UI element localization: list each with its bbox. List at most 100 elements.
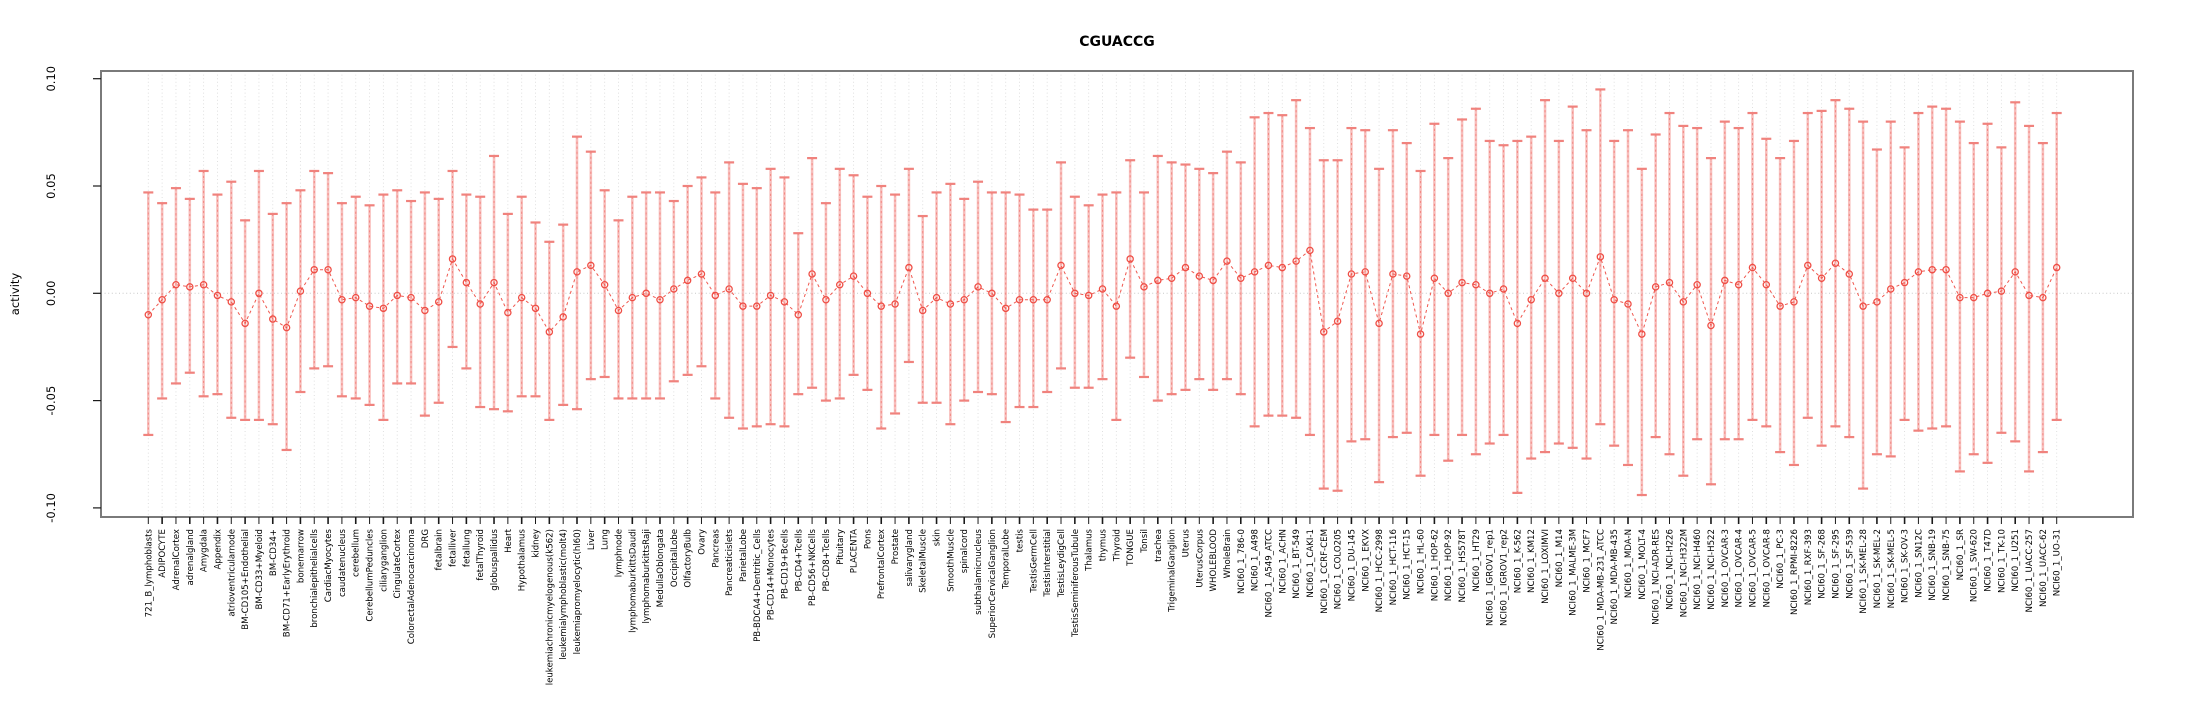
x-tick-label: lymphnode [614,529,624,577]
x-tick-label: TestisGermCell [1029,529,1039,594]
data-point [1195,272,1204,280]
data-point [1181,263,1190,272]
data-point [545,328,554,336]
data-point [1237,274,1245,283]
x-tick-label: SuperiorCervicalGanglion [988,529,998,638]
data-point [1472,280,1480,289]
x-tick-label: NCI60_1_DU-145 [1347,529,1357,601]
data-point [587,261,595,270]
x-tick-label: BM-CD71+EarlyErythroid [283,529,293,637]
data-point [1942,265,1950,274]
x-tick-label: NCI60_1_SW-620 [1970,529,1980,602]
x-tick-label: NCI60_1_OVCAR-3 [1721,529,1731,608]
data-point [1057,261,1065,270]
x-tick-label: NCI60_1_LOXIMVI [1541,529,1551,604]
data-point [1914,268,1923,276]
data-point [822,295,830,304]
x-tick-label: Thalamus [1085,528,1095,571]
x-tick-label: PB-CD8+Tcells [822,528,832,591]
data-point [1154,276,1162,285]
data-point [1969,293,1978,302]
data-point [1389,270,1397,278]
x-tick-label: lymphomaburkittsRaji [642,529,652,623]
x-tick-label: PrefrontalCortex [877,529,887,599]
data-point [670,285,678,293]
x-tick-label: NCI60_1_SNB-75 [1942,529,1952,601]
x-tick-label: PB-CD19+Bcells [780,528,790,599]
data-point [1734,280,1743,289]
data-point [780,298,789,306]
x-tick-label: NCI60_1_SF-295 [1831,529,1841,599]
plot-box [100,70,2134,518]
x-tick-label: ciliaryganglion [379,529,389,592]
data-point [1651,283,1660,291]
data-point [1776,302,1784,310]
x-tick-label: NCI60_1_COLO205 [1334,529,1344,609]
x-tick-label: NCI60_1_K-562 [1513,529,1523,593]
data-point [1071,289,1079,298]
x-tick-label: NCI60_1_HCT-15 [1403,529,1413,600]
data-point [1956,293,1964,302]
data-point [1320,328,1328,336]
data-point [1997,287,2006,295]
x-tick-label: fetalThyroid [476,529,486,581]
x-tick-label: Pancreaticislets [725,528,735,596]
x-tick-label: NCI60_1_U251 [2011,529,2021,592]
data-point [338,295,346,304]
x-tick-label: NCI60_1_PC-3 [1776,529,1786,589]
data-point [573,268,581,276]
data-point [1015,295,1024,304]
x-tick-label: NCI60_1_T47D [1984,529,1994,592]
x-tick-label: NCI60_1_OVCAR-8 [1762,529,1772,608]
x-tick-label: NCI60_1_SK-MEL-28 [1859,529,1869,614]
x-tick-label: NCI60_1_NCI-H522 [1707,529,1717,610]
x-tick-label: salivarygland [905,529,915,587]
x-tick-label: caudatenucleus [338,528,348,597]
data-point [683,276,692,285]
x-tick-label: fetalliver [449,529,459,567]
data-point [1721,276,1729,285]
data-point [725,285,733,293]
x-tick-label: NCI60_1_HOP-92 [1444,529,1454,601]
x-tick-label: NCI60_1_OVCAR-5 [1748,529,1758,608]
x-tick-label: UterusCorpus [1195,528,1205,587]
x-tick-label: leukemialymphoblastic(molt4) [559,529,569,660]
x-tick-label: BM-CD105+Endothelial [241,529,251,630]
data-point [1582,289,1591,298]
data-point [365,302,374,310]
plot-border [100,70,2134,518]
x-tick-label: ColorectalAdenocarcinoma [407,529,417,644]
x-tick-label: NCI60_1_SF-268 [1818,529,1828,599]
x-tick-label: NCI60_1_NCI-H460 [1693,529,1703,610]
y-tick-label: -0.05 [44,386,58,416]
data-point [1361,268,1370,276]
data-point [1001,304,1010,313]
x-tick-label: 721_B_lymphoblasts [144,528,154,617]
data-point [531,304,540,313]
x-tick-label: NCI60_1_IGROV1_rep1 [1486,529,1496,626]
data-point [1098,285,1107,293]
data-point [241,319,249,328]
data-point [766,291,775,300]
data-point [1430,274,1439,283]
data-point [282,323,291,332]
x-tick-label: PLACENTA [850,529,860,573]
data-point [1375,319,1383,328]
x-tick-label: NCI60_1_A549_ATCC [1264,529,1274,618]
y-tick-label: 0.10 [44,66,58,92]
data-point [1499,285,1508,293]
x-tick-label: NCI60_1_BT-549 [1292,529,1302,599]
x-tick-label: NCI60_1_M14 [1555,529,1565,587]
data-point [1485,289,1494,298]
x-tick-label: NCI60_1_HL-60 [1417,529,1427,594]
data-point [1845,270,1854,278]
x-tick-label: NCI60_1_SK-MEL-2 [1873,529,1883,608]
x-tick-label: OlfactoryBulb [684,529,694,588]
x-tick-label: Pons [863,528,873,549]
data-point [1679,298,1688,306]
x-tick-label: NCI60_1_HCC-2998 [1375,529,1385,612]
x-tick-label: TemporalLobe [1002,529,1012,590]
data-point [1790,298,1798,306]
x-tick-label: OccipitalLobe [670,529,680,587]
